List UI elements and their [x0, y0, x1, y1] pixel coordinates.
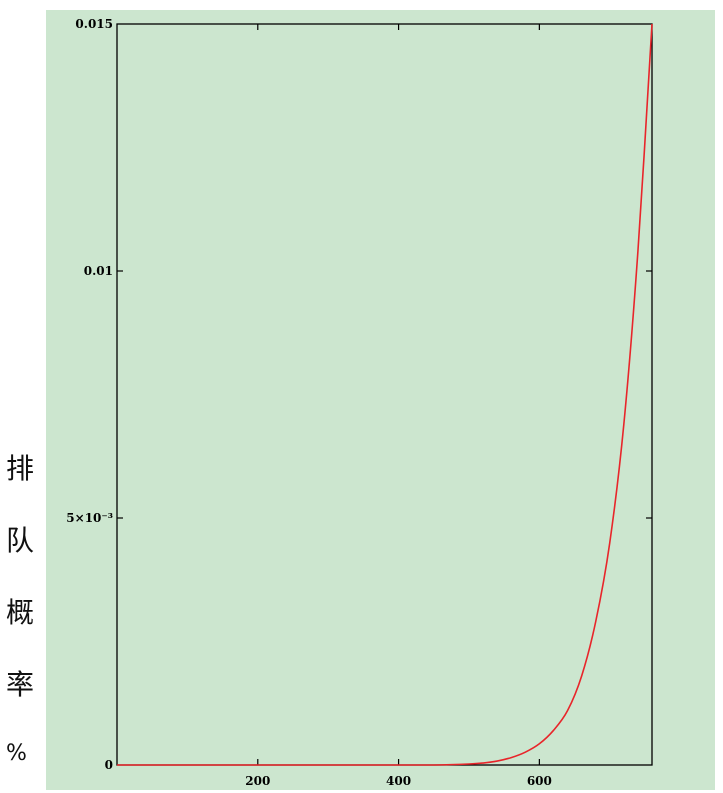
y-axis-label: 排 队 概 率 % — [6, 455, 46, 789]
y-axis-label-char: 队 — [6, 524, 35, 557]
y-axis-label-char: % — [6, 741, 27, 766]
tick-labels: 200 400 600 0 5×10⁻³ 0.01 0.015 — [66, 17, 552, 788]
y-tick-label: 5×10⁻³ — [66, 511, 113, 525]
x-tick-label: 200 — [245, 774, 270, 788]
axes — [116, 23, 653, 766]
y-tick-label: 0.015 — [75, 17, 113, 31]
y-tick-label: 0 — [105, 758, 113, 772]
ticks — [117, 24, 652, 765]
y-axis-label-char: 率 — [6, 668, 35, 701]
plot-frame — [116, 23, 653, 766]
series — [116, 23, 653, 766]
x-tick-label: 600 — [527, 774, 552, 788]
y-tick-label: 0.01 — [84, 264, 113, 278]
chart-background — [46, 10, 715, 790]
y-axis-label-char: 概 — [6, 596, 35, 629]
series-line — [116, 23, 653, 766]
y-axis-label-char: 排 — [6, 452, 35, 485]
x-tick-label: 400 — [386, 774, 411, 788]
